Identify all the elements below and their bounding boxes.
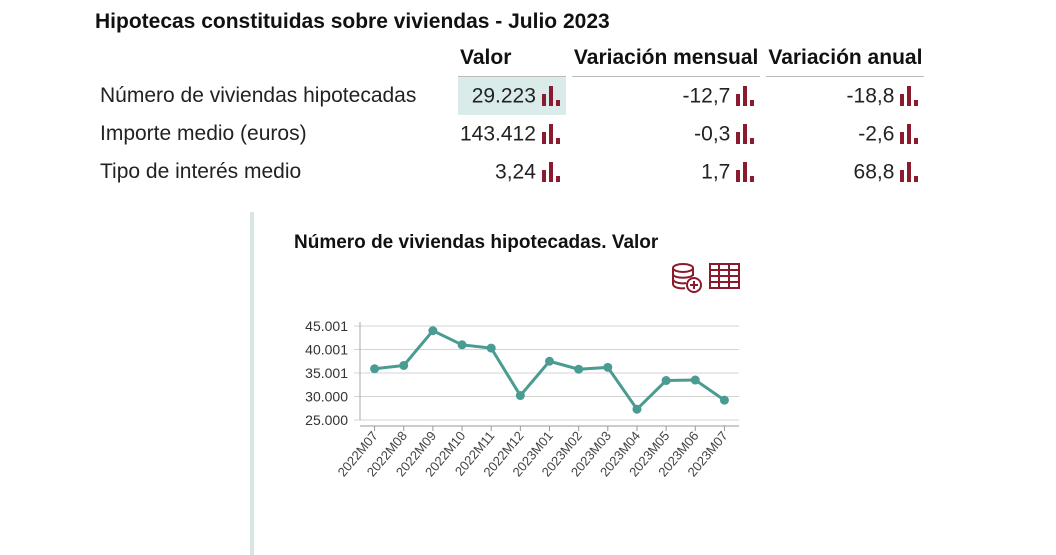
data-point — [719, 395, 729, 405]
bar-chart-icon[interactable] — [900, 124, 922, 145]
cell-value: 29.223 — [471, 84, 536, 108]
data-point — [574, 364, 584, 374]
row-label: Número de viviendas hipotecadas — [100, 84, 417, 107]
value-cell: 143.412 — [458, 115, 566, 153]
cell-value: 68,8 — [853, 160, 895, 184]
data-point — [457, 340, 467, 350]
data-point — [545, 356, 554, 366]
value-cell: 29.223 — [458, 77, 566, 115]
header-variacion-anual: Variación anual — [766, 42, 925, 77]
data-point — [632, 404, 642, 414]
data-point — [370, 364, 380, 374]
chart-title: Número de viviendas hipotecadas. Valor — [294, 232, 659, 253]
table-row: Importe medio (euros) 143.412 -0,3 -2,6 — [98, 115, 924, 153]
bar-chart-icon[interactable] — [541, 124, 564, 145]
chart-toolbar — [670, 262, 742, 294]
monthly-change-cell: -0,3 — [572, 115, 760, 153]
cell-value: 1,7 — [701, 160, 731, 184]
chart-panel: Número de viviendas hipotecadas. Valor 4… — [250, 212, 814, 555]
data-point — [603, 362, 613, 372]
data-point — [690, 375, 700, 385]
cell-value: 143.412 — [460, 122, 536, 146]
data-point — [428, 326, 438, 336]
data-point — [515, 391, 525, 401]
cell-value: 3,24 — [495, 160, 536, 184]
data-point — [661, 376, 671, 386]
y-tick-label: 30.000 — [305, 389, 348, 405]
bar-chart-icon[interactable] — [736, 162, 758, 183]
annual-change-cell: -2,6 — [766, 115, 924, 153]
cell-value: -12,7 — [682, 84, 731, 108]
table-header-row: Valor Variación mensual Variación anual — [98, 42, 925, 77]
bar-chart-icon[interactable] — [541, 86, 564, 107]
database-add-icon[interactable] — [670, 262, 704, 294]
y-tick-label: 25.000 — [305, 412, 348, 428]
header-variacion-mensual: Variación mensual — [571, 42, 761, 77]
y-tick-label: 45.001 — [305, 318, 348, 334]
page-title: Hipotecas constituidas sobre viviendas -… — [95, 10, 610, 33]
bar-chart-icon[interactable] — [736, 124, 758, 145]
header-valor: Valor — [458, 42, 566, 77]
stats-table: Valor Variación mensual Variación anual … — [92, 42, 930, 191]
cell-value: -2,6 — [858, 122, 895, 146]
line-chart: 45.00140.00135.00130.00025.0002022M07202… — [305, 318, 739, 479]
annual-change-cell: -18,8 — [766, 77, 924, 115]
cell-value: -0,3 — [694, 122, 731, 146]
row-label: Importe medio (euros) — [100, 122, 307, 145]
bar-chart-icon[interactable] — [900, 162, 922, 183]
data-point — [399, 360, 409, 370]
value-cell: 3,24 — [458, 153, 566, 191]
bar-chart-icon[interactable] — [900, 86, 922, 107]
table-icon[interactable] — [708, 262, 742, 292]
table-row: Número de viviendas hipotecadas 29.223 -… — [98, 77, 924, 115]
empty-header — [98, 42, 452, 77]
bar-chart-icon[interactable] — [736, 86, 758, 107]
cell-value: -18,8 — [846, 84, 895, 108]
series-line — [374, 329, 726, 411]
bar-chart-icon[interactable] — [541, 162, 564, 183]
data-point — [486, 343, 496, 353]
table-row: Tipo de interés medio 3,24 1,7 68,8 — [98, 153, 924, 191]
monthly-change-cell: 1,7 — [572, 153, 760, 191]
row-label: Tipo de interés medio — [100, 160, 302, 183]
annual-change-cell: 68,8 — [766, 153, 924, 191]
y-tick-label: 40.001 — [305, 341, 348, 357]
monthly-change-cell: -12,7 — [572, 77, 760, 115]
y-tick-label: 35.001 — [305, 365, 348, 381]
